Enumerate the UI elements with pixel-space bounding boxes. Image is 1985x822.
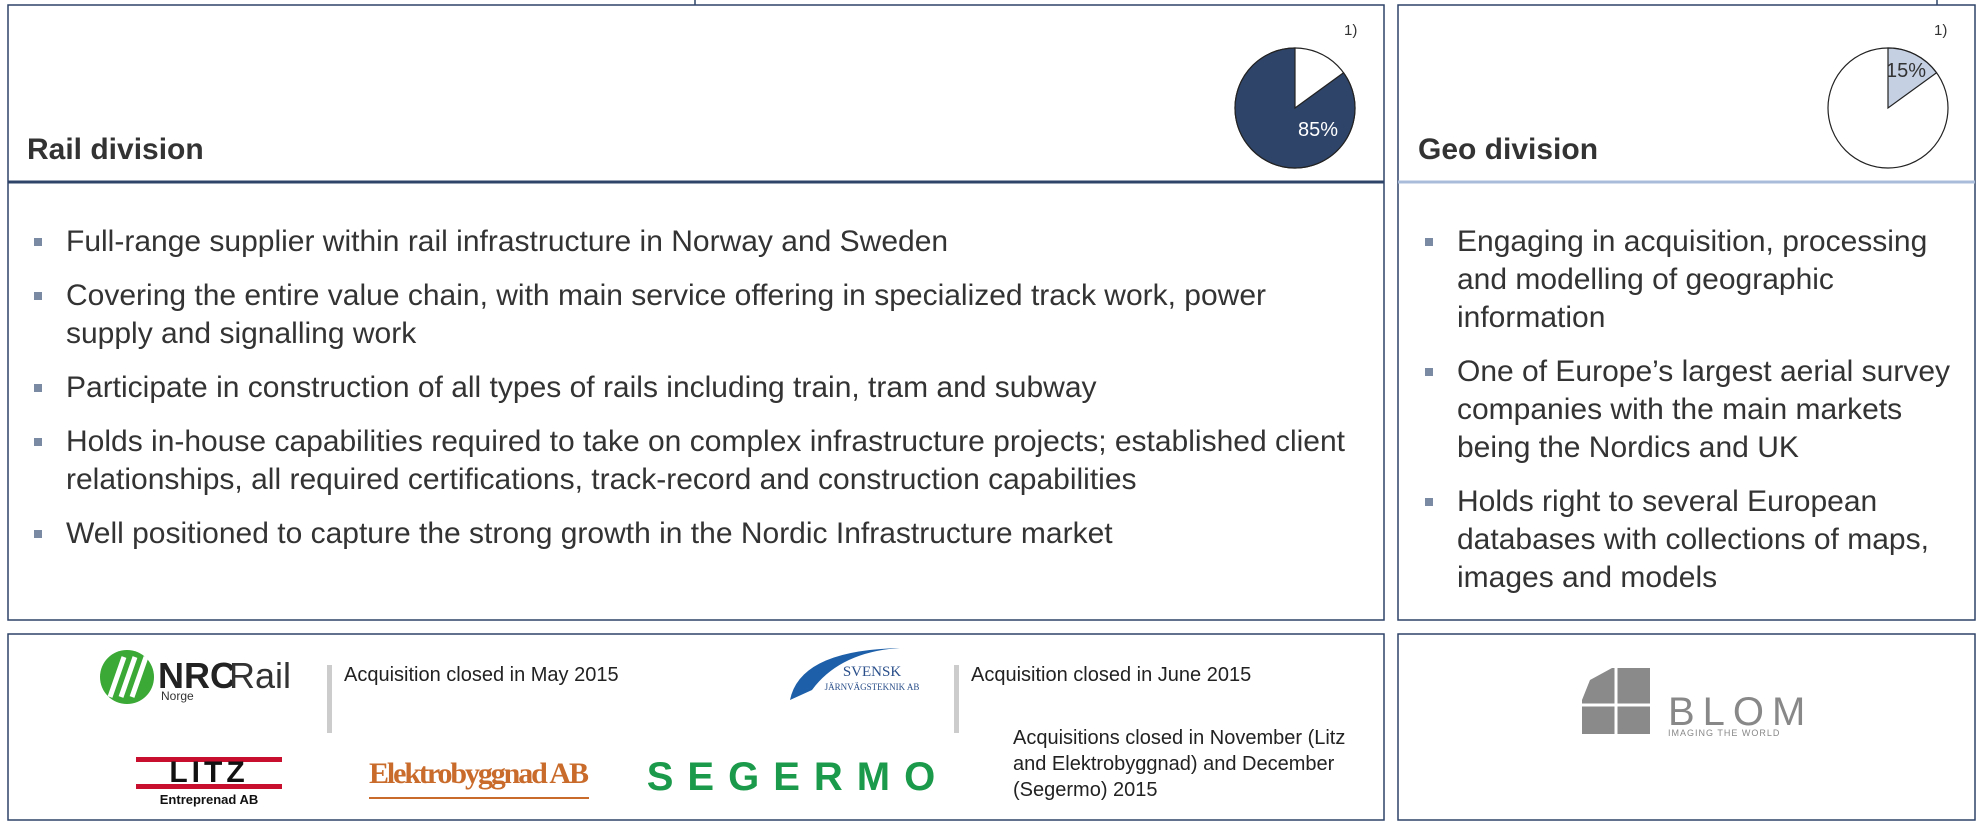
pie-label: 85% [1298,119,1338,141]
separator [327,665,332,733]
footnote: 1) [1934,22,1948,39]
pie-label: 15% [1886,60,1926,82]
panel-title: Geo division [1418,133,1599,166]
bullet: Well positioned to capture the strong gr… [34,515,1356,553]
bullet: Participate in construction of all types… [34,369,1356,407]
logo-text: BLOM [1668,690,1813,734]
geo-logo-panel [1397,633,1976,821]
logo-text: Norge [161,689,194,703]
bullet: Holds right to several European database… [1425,483,1962,597]
geo-panel [1397,4,1976,621]
pie-slice [1887,47,1938,110]
logo-text: Entreprenad AB [160,792,258,807]
bullet-list: Full-range supplier within rail infrastr… [34,223,1356,569]
logo-text: Elektrobyggnad AB [369,757,589,790]
blom-mark-lines [1582,668,1650,734]
footnote: 1) [1344,22,1358,39]
bullet: Engaging in acquisition, processing and … [1425,223,1962,337]
nrc-logo-stripes [107,656,149,698]
logo-text: Rail [229,655,291,696]
separator [954,665,959,733]
logo-text: SVENSK [843,664,902,680]
logo-text: LITZ [169,756,248,789]
litz-bar [136,757,282,762]
logo-text: NRC [158,655,236,696]
logo-text: SEGERMO [647,755,949,799]
caption: Acquisitions closed in November (Litz an… [1013,727,1346,801]
caption: Acquisition closed in June 2015 [971,664,1252,686]
caption: Acquisition closed in May 2015 [344,664,619,686]
svensk-swoosh [790,648,900,700]
bullet-list: Engaging in acquisition, processing and … [1425,223,1962,613]
logo-text: IMAGING THE WORLD [1668,728,1780,738]
bullet: One of Europe’s largest aerial survey co… [1425,353,1962,467]
panel-title: Rail division [27,133,204,166]
litz-bar [136,784,282,789]
rail-panel [7,4,1385,621]
pie-slice [1234,47,1356,169]
bullet: Holds in-house capabilities required to … [34,423,1356,499]
logo-text: JÄRNVÄGSTEKNIK AB [825,682,920,692]
rail-logo-panel [7,633,1385,821]
bullet: Covering the entire value chain, with ma… [34,277,1356,353]
bullet: Full-range supplier within rail infrastr… [34,223,1356,261]
